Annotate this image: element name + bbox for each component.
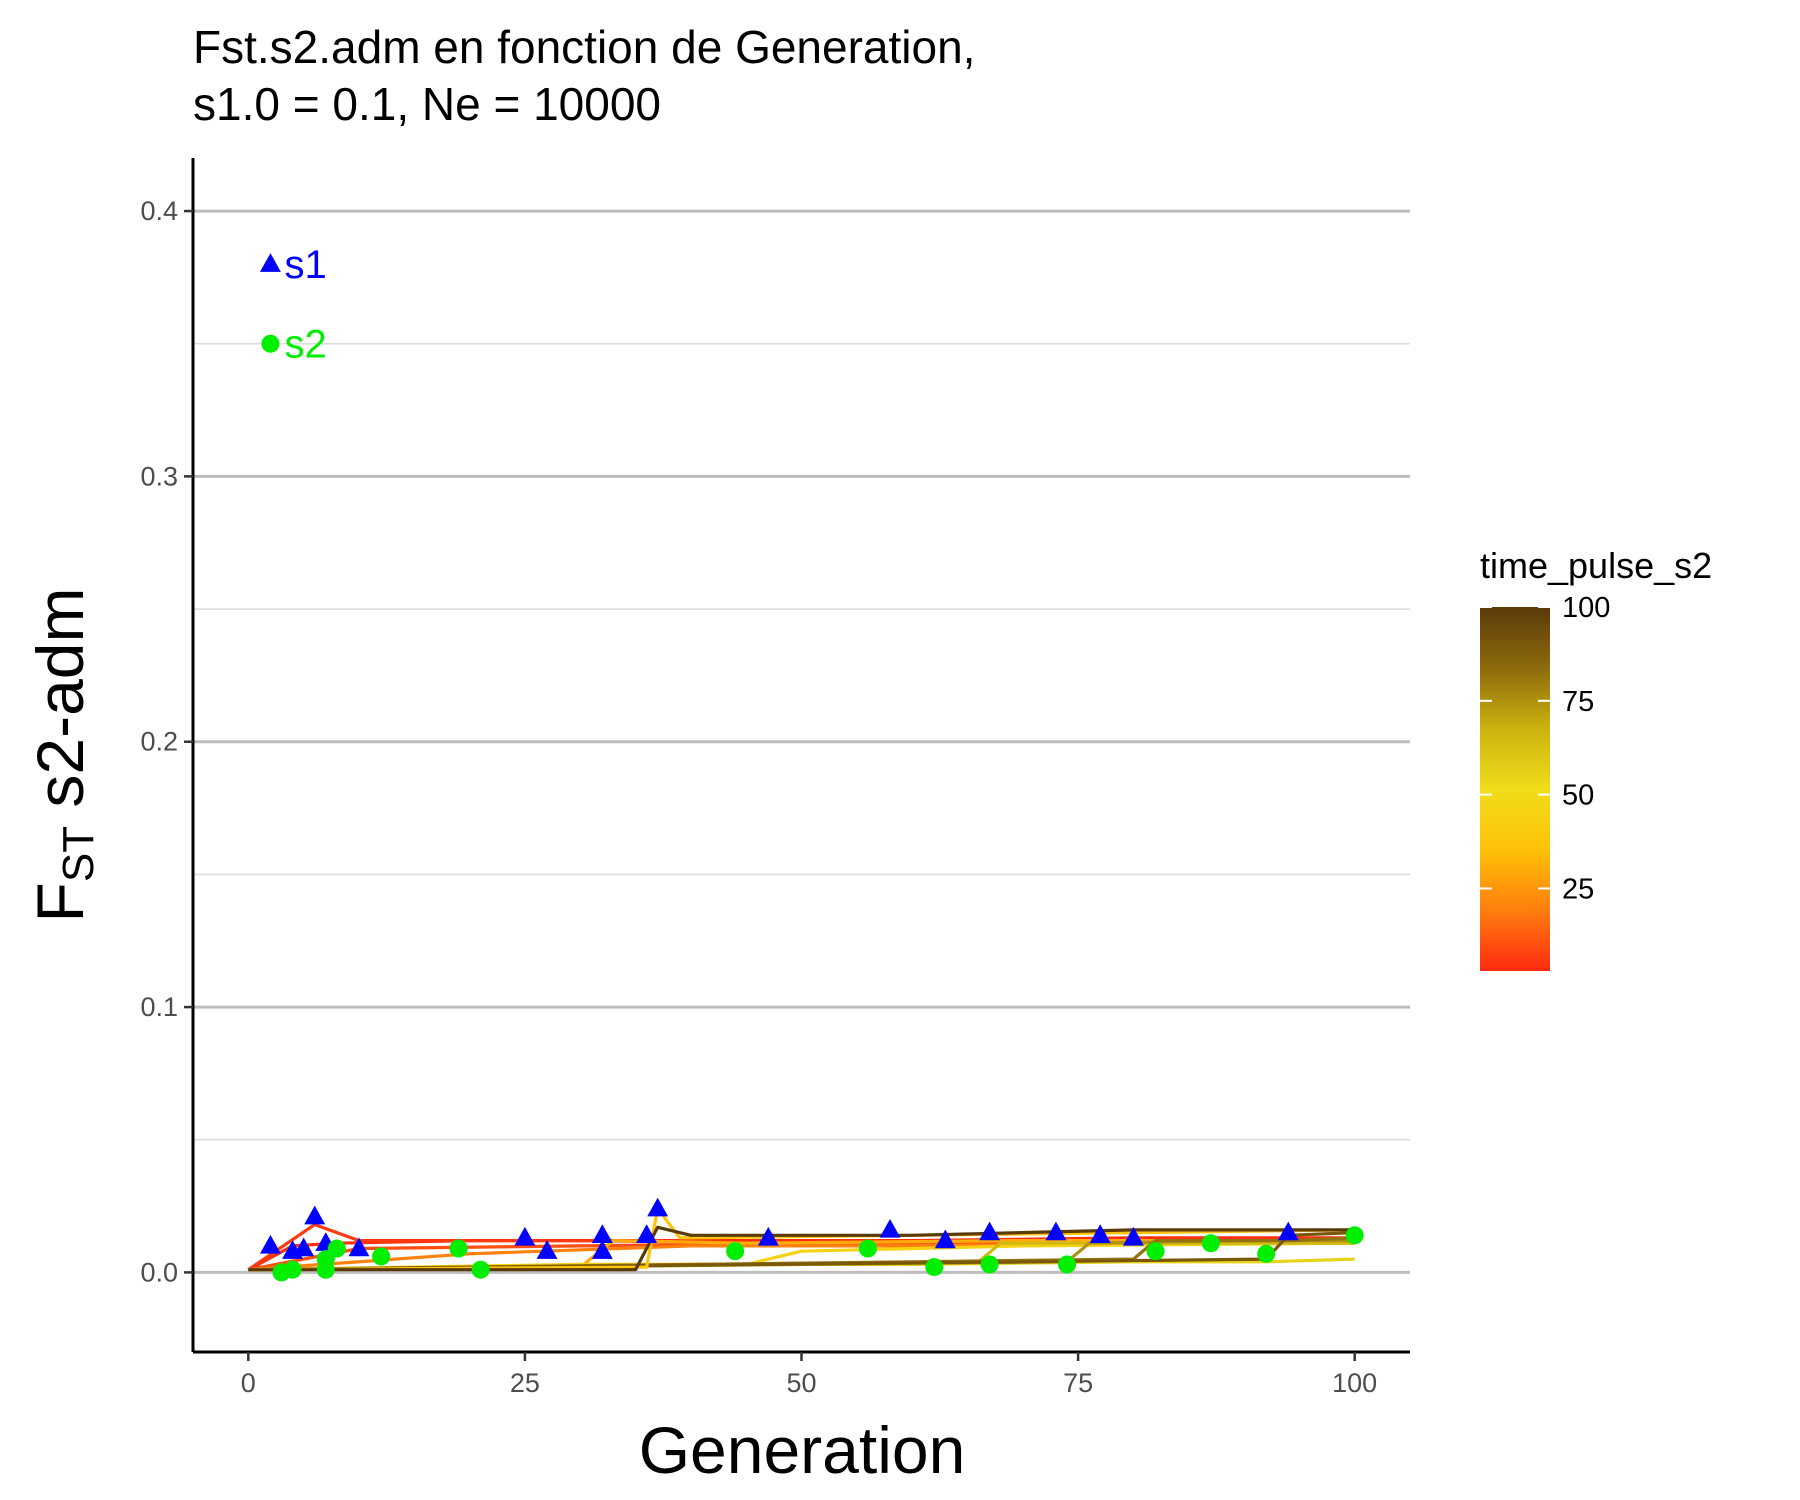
s2-marker-8 [726, 1242, 745, 1261]
s1-marker-10 [636, 1224, 658, 1243]
chart-title-line2: s1.0 = 0.1, Ne = 10000 [193, 78, 661, 130]
s2-marker-14 [1201, 1234, 1220, 1253]
s1-marker-3 [304, 1205, 326, 1225]
x-tick-label-1: 25 [510, 1368, 540, 1398]
s2-marker-7 [471, 1260, 490, 1279]
s1-marker-17 [1089, 1224, 1111, 1243]
legend-ticks: 25 50 75 100 [1480, 592, 1610, 905]
s2-marker-12 [1058, 1255, 1077, 1274]
s1-marker-6 [514, 1226, 536, 1246]
legend-tick-label-1: 50 [1562, 780, 1594, 812]
x-tick-label-4: 100 [1332, 1368, 1377, 1398]
s1-marker-0 [259, 1234, 281, 1254]
s1-marker-8 [591, 1224, 613, 1243]
y-tick-label-2: 0.2 [140, 727, 178, 757]
series-line-12 [248, 1225, 1355, 1272]
s1-marker-12 [757, 1226, 779, 1246]
legend-tick-label-2: 75 [1562, 686, 1594, 718]
legend-tick-label-0: 25 [1562, 873, 1594, 905]
s1-marker-2 [293, 1237, 315, 1257]
s1-marker-14 [934, 1229, 956, 1249]
s1-marker-13 [879, 1218, 901, 1238]
chart-title-line1: Fst.s2.adm en fonction de Generation, [193, 21, 975, 73]
annotation-s1-marker [259, 253, 281, 272]
s2-marker-10 [925, 1258, 944, 1277]
s2-marker-13 [1146, 1242, 1165, 1261]
s1-marker-7 [536, 1240, 558, 1259]
markers [259, 1197, 1364, 1282]
s1-marker-9 [591, 1240, 613, 1259]
s2-marker-6 [449, 1239, 468, 1258]
series-lines [247, 1207, 1355, 1272]
x-tick-label-0: 0 [241, 1368, 256, 1398]
s1-marker-5 [348, 1237, 370, 1257]
y-axis-title-rest: s2-adm [23, 588, 97, 826]
s1-marker-18 [1122, 1226, 1144, 1246]
s2-marker-15 [1257, 1244, 1276, 1263]
y-axis-title-main: F [23, 882, 97, 922]
legend-title: time_pulse_s2 [1480, 545, 1712, 586]
y-tick-label-0: 0.0 [140, 1257, 178, 1287]
s2-marker-16 [1345, 1226, 1364, 1245]
x-tick-label-2: 50 [786, 1368, 816, 1398]
y-ticks: 0.0 0.1 0.2 0.3 0.4 [140, 196, 193, 1287]
colorbar [1480, 607, 1550, 971]
annotation-s1-label: s1 [284, 243, 326, 287]
s2-marker-11 [980, 1255, 999, 1274]
y-axis-title-sub: ST [54, 826, 103, 882]
annotation-s2-label: s2 [284, 323, 326, 367]
s2-marker-4 [327, 1239, 346, 1258]
s2-marker-5 [372, 1247, 391, 1266]
y-tick-label-3: 0.3 [140, 461, 178, 491]
s1-marker-15 [979, 1221, 1001, 1241]
annotations: s1 s2 [259, 243, 327, 367]
y-axis-title: FST s2-adm [23, 588, 103, 923]
s2-marker-9 [858, 1239, 877, 1258]
s1-marker-11 [647, 1197, 669, 1217]
gridlines [193, 209, 1410, 1274]
s2-marker-1 [283, 1260, 302, 1279]
y-tick-label-4: 0.4 [140, 196, 178, 226]
legend-tick-label-3: 100 [1562, 592, 1610, 624]
s1-marker-19 [1277, 1221, 1299, 1241]
x-axis-title: Generation [639, 1413, 966, 1487]
x-tick-label-3: 75 [1063, 1368, 1093, 1398]
x-ticks: 0 25 50 75 100 [241, 1352, 1377, 1398]
annotation-s2-marker [261, 334, 280, 353]
s1-marker-16 [1045, 1221, 1067, 1241]
y-tick-label-1: 0.1 [140, 992, 178, 1022]
